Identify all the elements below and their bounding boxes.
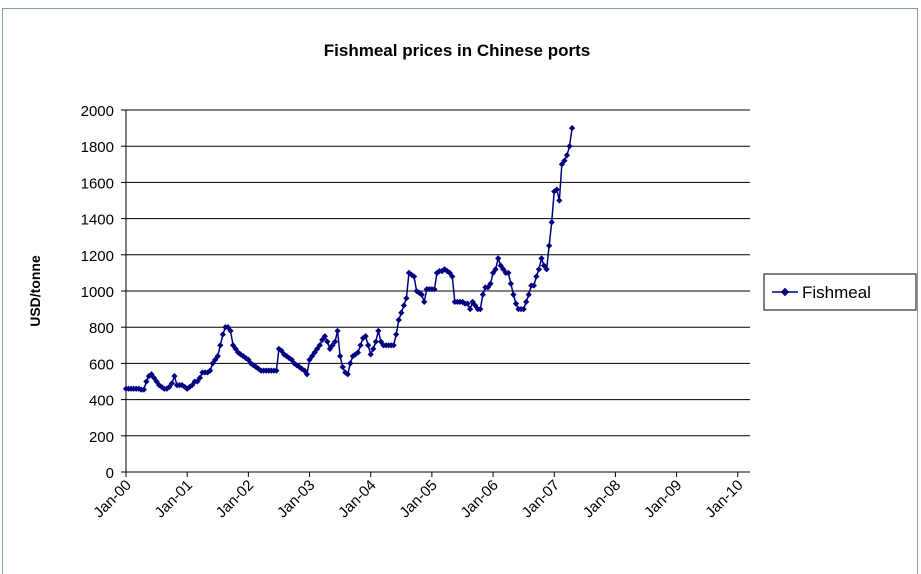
x-tick-labels: Jan-00 Jan-01 Jan-02 Jan-03 Jan-04 Jan-05 Jan-… [90,477,746,521]
data-point [337,353,344,360]
y-tick-label: 1400 [81,212,114,229]
x-tick-label: Jan-10 [702,477,746,521]
data-point [357,342,364,349]
data-point [143,378,150,385]
data-point [403,295,410,302]
y-tick-label: 1200 [81,248,114,265]
data-point [512,300,520,307]
data-point [543,266,550,273]
x-tick-label: Jan-06 [457,477,501,521]
data-point [535,266,543,273]
data-point [400,302,407,309]
y-tick-label: 1600 [81,175,114,192]
data-point [563,152,571,159]
data-point [370,345,377,353]
data-point [207,367,214,374]
data-point [495,255,502,262]
data-point [479,291,486,298]
data-point [546,242,553,249]
legend-marker-fishmeal [780,287,790,297]
y-tick-label: 0 [106,465,114,482]
y-tick-label: 1000 [81,284,114,301]
data-point [168,380,175,387]
y-tick-label: 200 [89,429,114,446]
data-point [556,197,563,204]
y-axis-label: USD/tonne [27,255,43,327]
x-tick-label: Jan-04 [335,477,379,521]
data-point [398,309,405,316]
data-point [393,331,400,338]
chart-title: Fishmeal prices in Chinese ports [324,41,590,60]
data-point [334,327,341,334]
data-point [367,351,374,358]
data-point [566,143,573,150]
x-tick-label: Jan-08 [580,477,624,521]
y-tick-label: 2000 [81,103,114,120]
data-point [375,327,382,334]
data-point [510,291,517,298]
data-point [520,305,527,313]
series-line-fishmeal [126,127,573,391]
y-tick-label: 600 [89,356,114,373]
x-tick-label: Jan-09 [641,477,685,521]
x-tick-label: Jan-07 [519,477,563,521]
data-point [467,305,474,313]
data-point [217,342,224,349]
data-point [523,298,530,305]
legend: Fishmeal [763,273,917,311]
y-tick-label: 1800 [81,139,114,156]
data-point [487,280,494,287]
x-tick-label: Jan-00 [90,477,134,521]
axes [121,109,750,477]
data-point [324,338,331,345]
data-point [344,371,351,378]
data-point [507,280,515,287]
y-tick-label: 800 [89,320,114,337]
data-point [421,298,428,305]
data-point [505,269,512,277]
legend-label-fishmeal: Fishmeal [802,283,871,302]
data-point [171,372,178,380]
data-point [548,219,555,226]
data-point [214,353,221,360]
data-point [219,331,226,338]
data-point [477,305,484,313]
data-point [390,342,397,349]
gridlines [126,109,750,437]
y-tick-labels: 0 200 400 600 800 1000 1200 1400 1600 1800 2000 [81,103,114,482]
data-point [418,291,425,298]
x-tick-label: Jan-05 [396,477,440,521]
data-point [538,255,545,262]
data-point [530,282,537,289]
data-point [395,316,402,324]
y-tick-label: 400 [89,393,114,410]
data-point [533,273,540,280]
data-point [339,363,346,371]
data-point [365,342,372,349]
x-tick-label: Jan-01 [152,477,196,521]
data-point [568,124,576,132]
x-tick-label: Jan-03 [274,477,318,521]
data-point [410,273,418,280]
series-fishmeal [122,124,576,393]
data-point [525,291,532,298]
x-tick-label: Jan-02 [213,477,257,521]
data-point [347,360,354,367]
